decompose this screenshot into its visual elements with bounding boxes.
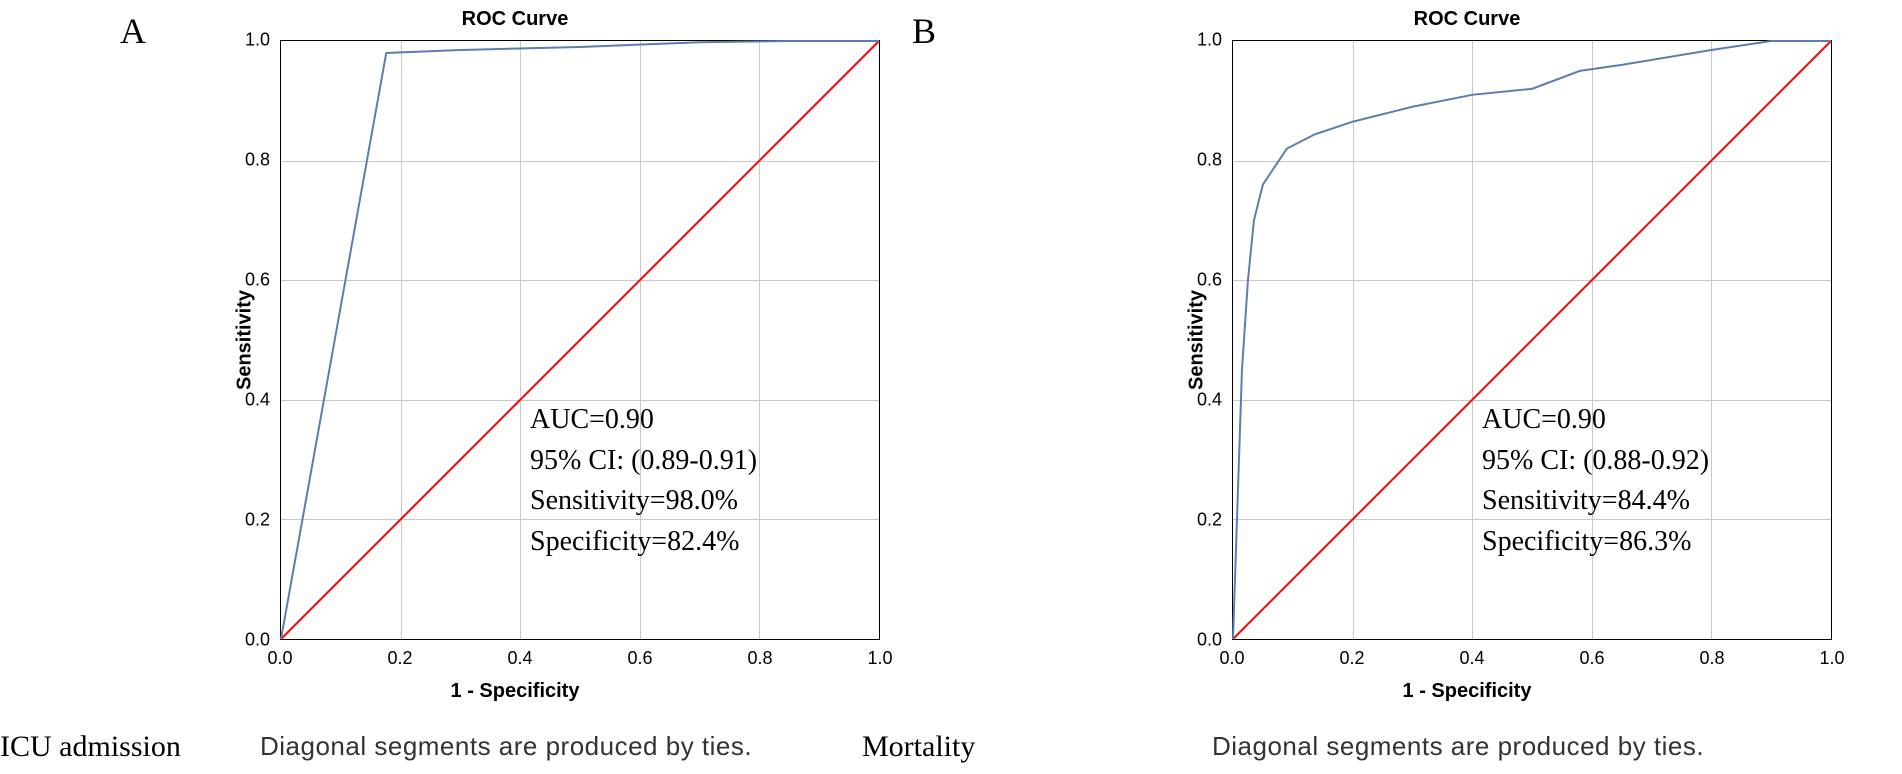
stat-sens: Sensitivity=84.4% xyxy=(1482,481,1709,522)
xtick: 0.6 xyxy=(1579,648,1604,669)
footer-note-a: Diagonal segments are produced by ties. xyxy=(260,731,752,762)
xtick: 0.4 xyxy=(1459,648,1484,669)
xtick: 0.2 xyxy=(387,648,412,669)
ytick: 0.4 xyxy=(1182,390,1222,411)
panel-b: B ROC Curve Sensitivity 0.0 0.2 0.4 0.6 … xyxy=(952,0,1902,774)
stats-box-a: AUC=0.90 95% CI: (0.89-0.91) Sensitivity… xyxy=(530,400,757,562)
ytick: 1.0 xyxy=(230,30,270,51)
xtick: 0.0 xyxy=(267,648,292,669)
stat-sens: Sensitivity=98.0% xyxy=(530,481,757,522)
xtick: 0.2 xyxy=(1339,648,1364,669)
xtick: 1.0 xyxy=(867,648,892,669)
ytick: 0.6 xyxy=(230,270,270,291)
stat-spec: Specificity=86.3% xyxy=(1482,522,1709,563)
ytick: 0.8 xyxy=(230,150,270,171)
stat-spec: Specificity=82.4% xyxy=(530,522,757,563)
stat-auc: AUC=0.90 xyxy=(1482,400,1709,441)
ytick: 0.0 xyxy=(1182,630,1222,651)
stats-box-b: AUC=0.90 95% CI: (0.88-0.92) Sensitivity… xyxy=(1482,400,1709,562)
xtick: 0.8 xyxy=(747,648,772,669)
stat-auc: AUC=0.90 xyxy=(530,400,757,441)
footer-note-b: Diagonal segments are produced by ties. xyxy=(1212,731,1704,762)
xtick: 0.0 xyxy=(1219,648,1244,669)
chart-title-a: ROC Curve xyxy=(40,8,990,31)
x-axis-label-b: 1 - Specificity xyxy=(992,680,1902,703)
footer-label-a: ICU admission xyxy=(0,730,181,764)
footer-label-b: Mortality xyxy=(862,730,975,764)
ytick: 0.8 xyxy=(1182,150,1222,171)
stat-ci: 95% CI: (0.88-0.92) xyxy=(1482,441,1709,482)
ytick: 0.2 xyxy=(1182,510,1222,531)
xtick: 1.0 xyxy=(1819,648,1844,669)
xtick: 0.8 xyxy=(1699,648,1724,669)
ytick: 0.2 xyxy=(230,510,270,531)
xtick: 0.4 xyxy=(507,648,532,669)
stat-ci: 95% CI: (0.89-0.91) xyxy=(530,441,757,482)
ytick: 1.0 xyxy=(1182,30,1222,51)
ytick: 0.6 xyxy=(1182,270,1222,291)
y-axis-label-b: Sensitivity xyxy=(1186,290,1209,390)
chart-title-b: ROC Curve xyxy=(992,8,1902,31)
panel-letter-b: B xyxy=(912,10,936,52)
ytick: 0.4 xyxy=(230,390,270,411)
x-axis-label-a: 1 - Specificity xyxy=(40,680,990,703)
xtick: 0.6 xyxy=(627,648,652,669)
y-axis-label-a: Sensitivity xyxy=(234,290,257,390)
ytick: 0.0 xyxy=(230,630,270,651)
panel-a: A ROC Curve Sensitivity 0.0 0.2 0.4 0.6 … xyxy=(0,0,950,774)
